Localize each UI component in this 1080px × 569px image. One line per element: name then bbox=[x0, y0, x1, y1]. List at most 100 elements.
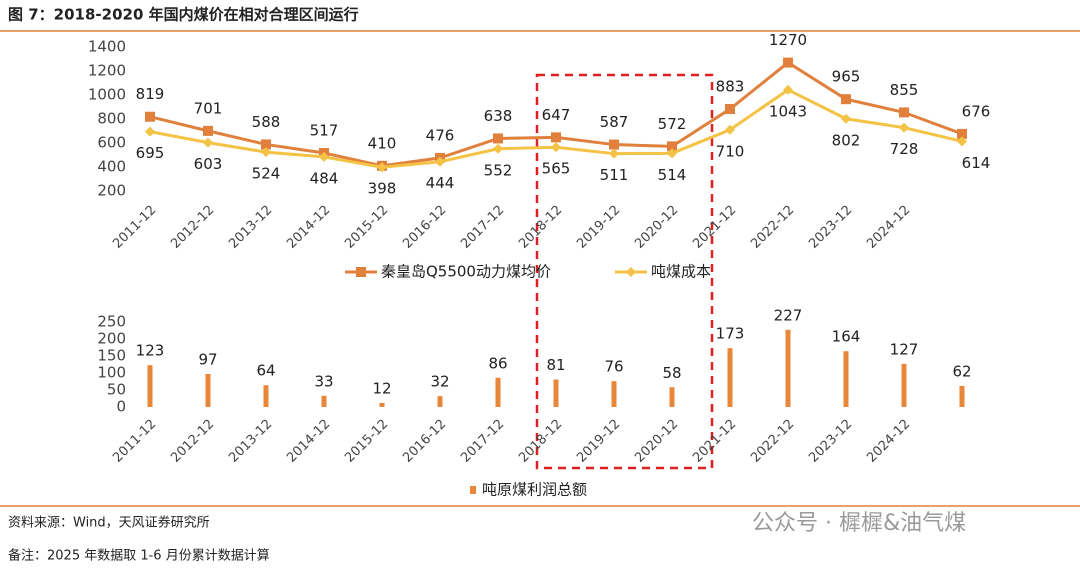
data-label: 86 bbox=[488, 354, 507, 372]
y-tick-label: 150 bbox=[97, 347, 126, 365]
y-tick-label: 200 bbox=[97, 330, 126, 348]
bar bbox=[669, 387, 675, 407]
point-marker bbox=[783, 57, 793, 68]
y-tick-label: 200 bbox=[97, 182, 126, 200]
data-label: 173 bbox=[716, 325, 745, 343]
data-label: 614 bbox=[962, 154, 991, 172]
legend-label: 吨煤成本 bbox=[651, 263, 711, 281]
data-label: 511 bbox=[600, 166, 629, 184]
data-label: 587 bbox=[600, 113, 629, 131]
point-marker bbox=[841, 94, 851, 105]
data-label: 33 bbox=[314, 372, 333, 390]
bar bbox=[843, 351, 849, 407]
data-label: 883 bbox=[716, 78, 745, 96]
x-tick-label: 2017-12 bbox=[458, 203, 507, 252]
data-label: 728 bbox=[890, 140, 919, 158]
y-tick-label: 50 bbox=[107, 381, 126, 399]
legend-marker bbox=[356, 267, 366, 277]
data-label: 484 bbox=[310, 169, 339, 187]
data-label: 588 bbox=[252, 113, 281, 131]
x-tick-label: 2016-12 bbox=[400, 417, 449, 466]
x-tick-label: 2022-12 bbox=[748, 417, 797, 466]
data-label: 855 bbox=[890, 81, 919, 99]
x-tick-label: 2018-12 bbox=[516, 203, 565, 252]
point-marker bbox=[667, 148, 677, 159]
data-label: 514 bbox=[658, 166, 687, 184]
data-label: 476 bbox=[426, 126, 455, 144]
y-tick-label: 1400 bbox=[88, 38, 126, 56]
point-marker bbox=[899, 122, 909, 133]
bar bbox=[321, 395, 327, 407]
data-label: 444 bbox=[426, 174, 455, 192]
data-label: 802 bbox=[832, 131, 861, 149]
x-tick-label: 2019-12 bbox=[574, 417, 623, 466]
point-marker bbox=[493, 133, 503, 144]
x-tick-label: 2014-12 bbox=[284, 203, 333, 252]
point-marker bbox=[725, 104, 735, 115]
bar bbox=[495, 377, 501, 407]
y-tick-label: 400 bbox=[97, 158, 126, 176]
x-tick-label: 2011-12 bbox=[110, 417, 159, 466]
point-marker bbox=[899, 107, 909, 118]
data-label: 517 bbox=[310, 121, 339, 139]
x-tick-label: 2024-12 bbox=[864, 417, 913, 466]
x-tick-label: 2017-12 bbox=[458, 417, 507, 466]
x-tick-label: 2021-12 bbox=[690, 203, 739, 252]
bar bbox=[263, 385, 269, 407]
bar bbox=[147, 365, 153, 407]
legend-label: 吨原煤利润总额 bbox=[482, 481, 587, 499]
point-marker bbox=[261, 147, 271, 158]
point-marker bbox=[261, 139, 271, 150]
data-label: 410 bbox=[368, 134, 397, 152]
legend-label: 秦皇岛Q5500动力煤均价 bbox=[381, 263, 551, 281]
bar bbox=[785, 329, 791, 407]
point-marker bbox=[145, 111, 155, 122]
data-label: 12 bbox=[372, 379, 391, 397]
x-tick-label: 2015-12 bbox=[342, 417, 391, 466]
x-tick-label: 2023-12 bbox=[806, 203, 855, 252]
data-label: 1043 bbox=[769, 102, 807, 120]
data-label: 58 bbox=[662, 364, 681, 382]
figure-title: 图 7：2018-2020 年国内煤价在相对合理区间运行 bbox=[8, 6, 359, 24]
data-label: 710 bbox=[716, 142, 745, 160]
bar bbox=[727, 348, 733, 407]
x-tick-label: 2014-12 bbox=[284, 417, 333, 466]
y-tick-label: 600 bbox=[97, 134, 126, 152]
y-tick-label: 100 bbox=[97, 364, 126, 382]
data-label: 676 bbox=[962, 102, 991, 120]
data-label: 1270 bbox=[769, 31, 807, 49]
bar bbox=[379, 402, 385, 407]
point-marker bbox=[551, 142, 561, 153]
bar bbox=[611, 381, 617, 407]
x-tick-label: 2023-12 bbox=[806, 417, 855, 466]
point-marker bbox=[377, 162, 387, 173]
data-label: 565 bbox=[542, 160, 571, 178]
note: 备注：2025 年数据取 1-6 月份累计数据计算 bbox=[8, 548, 270, 564]
data-label: 64 bbox=[256, 362, 275, 380]
data-label: 638 bbox=[484, 107, 513, 125]
point-marker bbox=[551, 132, 561, 143]
data-label: 603 bbox=[194, 155, 223, 173]
data-label: 398 bbox=[368, 180, 397, 198]
data-label: 701 bbox=[194, 99, 223, 117]
data-label: 127 bbox=[890, 340, 919, 358]
x-tick-label: 2012-12 bbox=[168, 203, 217, 252]
x-tick-label: 2016-12 bbox=[400, 203, 449, 252]
data-label: 819 bbox=[136, 85, 165, 103]
data-label: 965 bbox=[832, 68, 861, 86]
data-label: 97 bbox=[198, 351, 217, 369]
data-label: 552 bbox=[484, 161, 513, 179]
x-tick-label: 2018-12 bbox=[516, 417, 565, 466]
point-marker bbox=[319, 151, 329, 162]
data-label: 164 bbox=[832, 328, 861, 346]
y-tick-label: 800 bbox=[97, 110, 126, 128]
y-tick-label: 250 bbox=[97, 313, 126, 331]
x-tick-label: 2012-12 bbox=[168, 417, 217, 466]
data-label: 76 bbox=[604, 358, 623, 376]
y-tick-label: 1000 bbox=[88, 86, 126, 104]
data-label: 572 bbox=[658, 115, 687, 133]
x-tick-label: 2011-12 bbox=[110, 203, 159, 252]
x-tick-label: 2019-12 bbox=[574, 203, 623, 252]
watermark: 公众号 · 樨樨&油气煤 bbox=[752, 511, 966, 536]
